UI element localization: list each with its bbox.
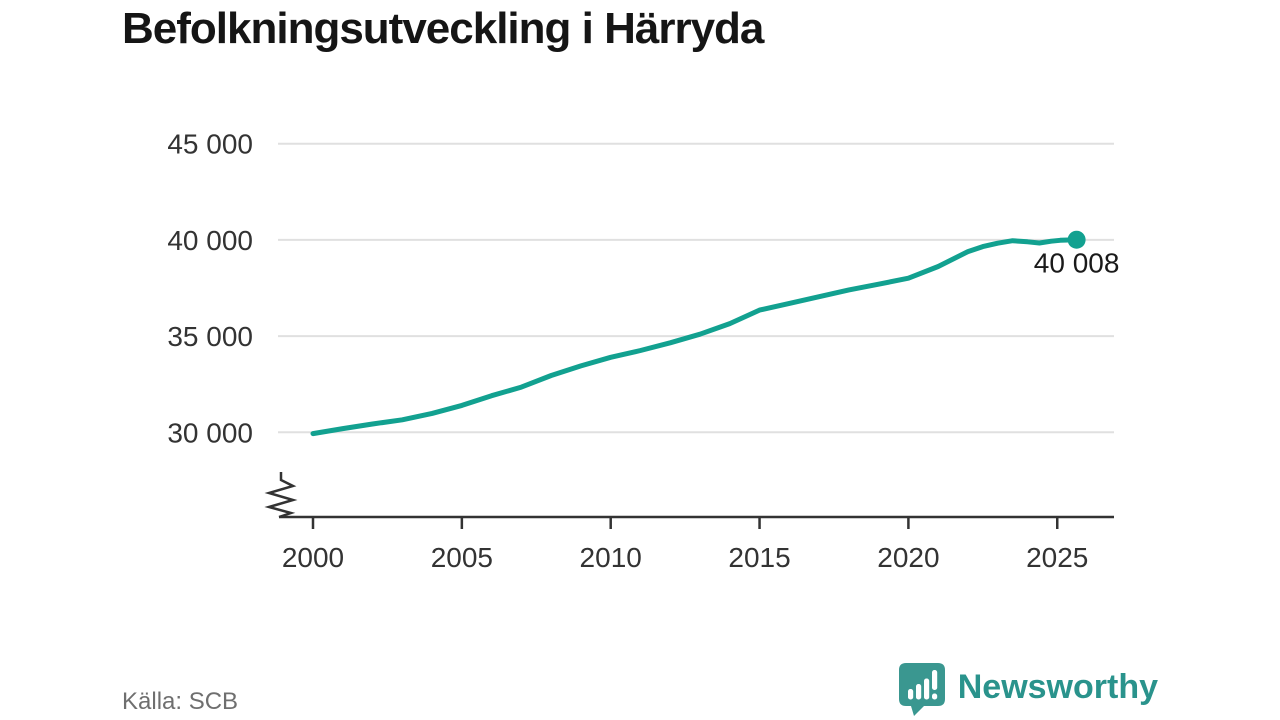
y-tick-label: 45 000 bbox=[167, 129, 253, 160]
speech-bubble-shape bbox=[898, 663, 945, 716]
newsworthy-wordmark: Newsworthy bbox=[957, 667, 1158, 706]
population-data-line bbox=[310, 237, 1080, 437]
x-tick-label: 2025 bbox=[1026, 542, 1088, 573]
x-tick-label: 2020 bbox=[877, 542, 939, 573]
bar-small bbox=[907, 689, 913, 700]
last-point-value-label: 40 008 bbox=[1034, 248, 1120, 279]
x-tick-label: 2000 bbox=[282, 542, 344, 573]
chart-title: Befolkningsutveckling i Härryda bbox=[122, 4, 764, 53]
y-tick-label: 40 000 bbox=[167, 225, 253, 256]
axis-break-icon bbox=[264, 472, 298, 519]
exclamation-dot bbox=[931, 693, 937, 700]
newsworthy-logo: Newsworthy bbox=[898, 663, 1158, 716]
y-tick-label: 30 000 bbox=[167, 417, 253, 448]
bar-medium bbox=[915, 684, 921, 700]
x-tick-label: 2015 bbox=[728, 542, 790, 573]
newsworthy-speech-bubble-barchart-icon bbox=[898, 663, 945, 716]
y-tick-label: 35 000 bbox=[167, 321, 253, 352]
exclamation-stroke bbox=[931, 670, 937, 690]
x-tick-label: 2005 bbox=[431, 542, 493, 573]
source-label: Källa: SCB bbox=[122, 688, 239, 715]
x-tick-label: 2010 bbox=[580, 542, 642, 573]
bar-large bbox=[923, 678, 929, 700]
last-point-marker bbox=[1067, 230, 1086, 249]
